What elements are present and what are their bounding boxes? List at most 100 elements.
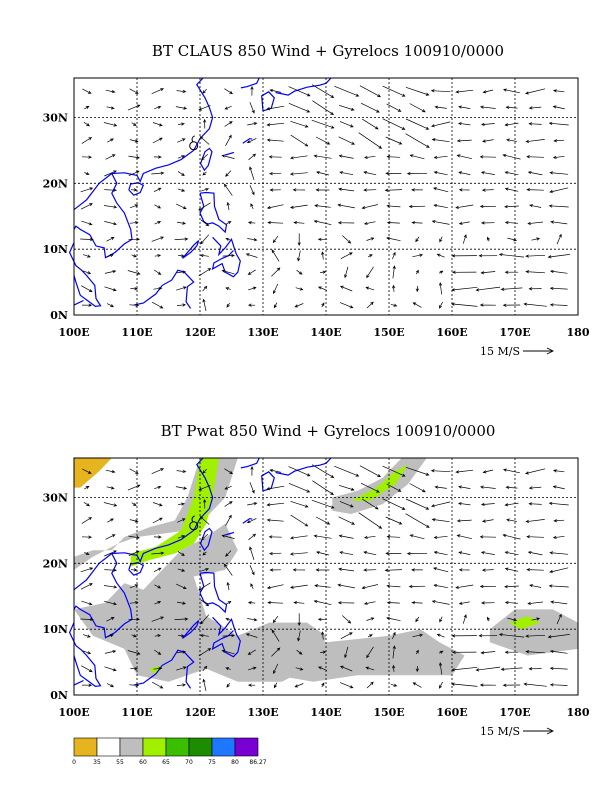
wind-arrow bbox=[366, 237, 375, 241]
wind-arrow bbox=[392, 251, 396, 260]
wind-arrow bbox=[458, 485, 471, 489]
wind-arrow bbox=[81, 155, 93, 159]
longitude-label: 180 bbox=[567, 706, 590, 719]
wind-arrow bbox=[367, 254, 373, 258]
wind-arrow bbox=[223, 183, 233, 196]
wind-arrow bbox=[498, 253, 525, 258]
wind-arrow bbox=[359, 465, 381, 478]
wind-arrow bbox=[104, 170, 117, 177]
coastline-segment bbox=[242, 137, 253, 144]
wind-arrow bbox=[386, 584, 401, 588]
wind-arrow bbox=[339, 121, 354, 128]
wind-arrow bbox=[177, 568, 186, 572]
wind-arrow bbox=[81, 535, 93, 539]
wind-arrow bbox=[247, 238, 258, 242]
wind-arrow bbox=[525, 139, 545, 144]
wind-arrow bbox=[273, 283, 279, 295]
wind-arrow bbox=[226, 201, 230, 211]
wind-arrow bbox=[456, 139, 472, 143]
wind-arrow bbox=[363, 601, 376, 606]
wind-arrow bbox=[439, 236, 443, 243]
wind-arrow bbox=[151, 171, 165, 175]
coastline-segment bbox=[199, 571, 228, 614]
wind-arrow bbox=[366, 266, 374, 279]
map-top-gridlines bbox=[74, 78, 578, 315]
colorbar-label: 65 bbox=[162, 759, 170, 766]
wind-arrow bbox=[390, 303, 398, 307]
latitude-label: 10N bbox=[43, 623, 68, 636]
wind-arrow bbox=[312, 480, 335, 496]
coastline-segment bbox=[128, 182, 145, 196]
wind-arrow bbox=[482, 519, 494, 523]
wind-arrow bbox=[290, 535, 308, 540]
wind-arrow bbox=[321, 682, 325, 688]
wind-arrow bbox=[129, 584, 139, 589]
wind-arrow bbox=[358, 512, 383, 529]
wind-arrow bbox=[382, 465, 406, 477]
wind-arrow bbox=[405, 513, 430, 528]
wind-arrow bbox=[337, 583, 355, 589]
map-top-frame bbox=[73, 77, 579, 316]
wind-arrow bbox=[81, 137, 93, 144]
wind-arrow bbox=[317, 237, 328, 241]
wind-arrow bbox=[225, 600, 232, 605]
wind-arrow bbox=[82, 650, 92, 655]
wind-arrow bbox=[451, 666, 478, 672]
wind-arrow bbox=[249, 546, 255, 561]
wind-arrow bbox=[363, 568, 377, 572]
gyre-circle bbox=[189, 521, 199, 531]
longitude-label: 160E bbox=[436, 706, 467, 719]
longitude-label: 130E bbox=[247, 706, 278, 719]
wind-arrow bbox=[479, 535, 497, 539]
map-bottom-wind-vectors bbox=[80, 464, 570, 691]
wind-arrow bbox=[438, 662, 443, 675]
wind-arrow bbox=[528, 106, 542, 110]
wind-arrow bbox=[250, 466, 254, 476]
wind-arrow bbox=[249, 185, 255, 196]
wind-arrow bbox=[176, 601, 186, 605]
wind-arrow bbox=[224, 485, 232, 490]
wind-arrow bbox=[105, 154, 116, 160]
wind-arrow bbox=[479, 155, 497, 159]
wind-arrow bbox=[200, 153, 209, 161]
latitude-label: 30N bbox=[43, 492, 68, 505]
map-top-wind-vectors bbox=[80, 84, 570, 311]
wind-arrow bbox=[152, 122, 163, 127]
wind-arrow bbox=[131, 122, 137, 126]
wind-arrow bbox=[549, 269, 568, 274]
wind-arrow bbox=[107, 254, 114, 258]
wind-arrow bbox=[362, 498, 379, 510]
wind-arrow bbox=[152, 301, 164, 309]
latitude-label: 30N bbox=[43, 112, 68, 125]
wind-arrow bbox=[527, 601, 543, 606]
wind-arrow bbox=[290, 134, 309, 147]
wind-arrow bbox=[198, 202, 211, 211]
wind-arrow bbox=[486, 236, 490, 242]
wind-arrow bbox=[411, 601, 423, 605]
wind-arrow bbox=[198, 105, 211, 111]
wind-arrow bbox=[267, 220, 284, 225]
wind-arrow bbox=[415, 616, 420, 623]
wind-arrow bbox=[317, 617, 328, 621]
wind-arrow bbox=[249, 482, 255, 494]
wind-arrow bbox=[479, 105, 496, 109]
wind-arrow bbox=[549, 303, 568, 307]
wind-arrow bbox=[482, 469, 494, 474]
wind-arrow bbox=[201, 567, 210, 572]
wind-arrow bbox=[249, 565, 255, 576]
wind-arrow bbox=[250, 583, 254, 590]
wind-arrow bbox=[433, 203, 448, 209]
wind-arrow bbox=[409, 154, 425, 160]
wind-arrow bbox=[266, 518, 284, 522]
coastline-segment bbox=[211, 616, 241, 658]
wind-arrow bbox=[198, 648, 212, 657]
wind-arrow bbox=[507, 617, 518, 622]
wind-arrow bbox=[154, 254, 162, 258]
wind-arrow bbox=[411, 188, 423, 192]
wind-arrow bbox=[129, 683, 140, 687]
wind-arrow bbox=[269, 568, 281, 572]
wind-arrow bbox=[527, 221, 543, 226]
wind-arrow bbox=[531, 237, 541, 241]
wind-arrow bbox=[226, 682, 230, 688]
wind-arrow bbox=[225, 237, 231, 241]
